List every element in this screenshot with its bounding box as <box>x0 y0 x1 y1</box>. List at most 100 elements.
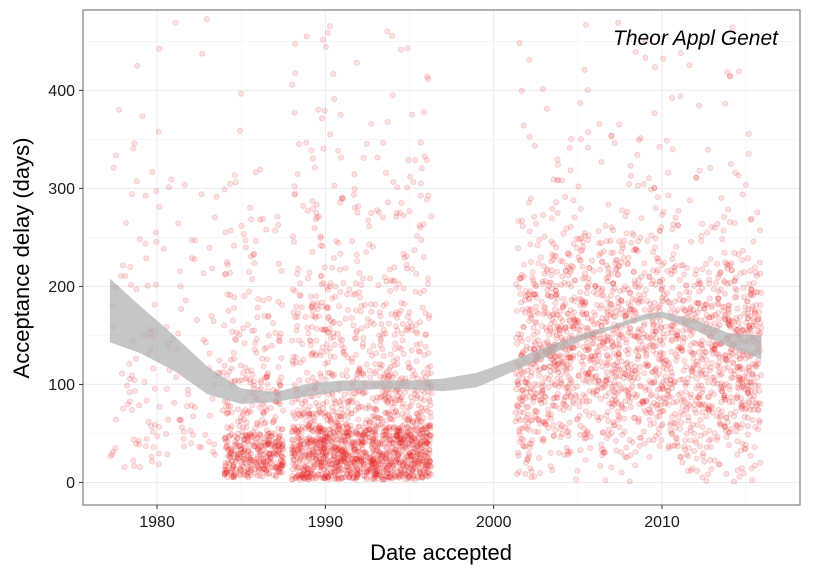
data-point <box>715 407 722 414</box>
data-point <box>604 435 611 442</box>
data-point <box>280 446 287 453</box>
data-point <box>555 449 562 456</box>
data-point <box>385 320 392 327</box>
data-point <box>382 330 389 337</box>
data-point <box>300 466 307 473</box>
data-point <box>247 432 254 439</box>
data-point <box>322 430 329 437</box>
data-point <box>318 458 325 465</box>
data-point <box>422 332 429 339</box>
data-point <box>633 393 640 400</box>
data-point <box>398 346 405 353</box>
data-point <box>251 443 258 450</box>
data-point <box>420 109 427 116</box>
data-point <box>721 316 728 323</box>
data-point <box>181 443 188 450</box>
data-point <box>691 448 698 455</box>
data-point <box>133 440 140 447</box>
data-point <box>329 439 336 446</box>
data-point <box>621 415 628 422</box>
data-point <box>665 169 672 176</box>
data-point <box>646 453 653 460</box>
data-point <box>656 442 663 449</box>
data-point <box>255 458 262 465</box>
data-point <box>316 213 323 220</box>
data-point <box>675 414 682 421</box>
data-point <box>329 438 336 445</box>
data-point <box>309 302 316 309</box>
data-point <box>325 304 332 311</box>
data-point <box>553 244 560 251</box>
data-point <box>754 374 761 381</box>
data-point <box>350 322 357 329</box>
data-point <box>293 327 300 334</box>
data-point <box>598 292 605 299</box>
x-tick-label: 2000 <box>476 514 512 531</box>
data-point <box>714 260 721 267</box>
data-point <box>351 171 358 178</box>
data-point <box>241 447 248 454</box>
data-point <box>408 437 415 444</box>
data-point <box>545 411 552 418</box>
data-point <box>230 474 237 481</box>
data-point <box>136 402 143 409</box>
data-point <box>608 132 615 139</box>
data-point <box>242 237 249 244</box>
data-point <box>273 451 280 458</box>
data-point <box>729 374 736 381</box>
data-point <box>275 425 282 432</box>
data-point <box>331 429 338 436</box>
data-point <box>417 139 424 146</box>
data-point <box>325 458 332 465</box>
data-point <box>672 424 679 431</box>
data-point <box>537 254 544 261</box>
data-point <box>237 418 244 425</box>
data-point <box>752 424 759 431</box>
data-point <box>513 308 520 315</box>
data-point <box>677 276 684 283</box>
data-point <box>344 463 351 470</box>
data-point <box>670 323 677 330</box>
data-point <box>355 438 362 445</box>
data-point <box>693 455 700 462</box>
data-point <box>334 472 341 479</box>
data-point <box>270 320 277 327</box>
data-point <box>658 286 665 293</box>
data-point <box>289 476 296 483</box>
data-point <box>328 469 335 476</box>
data-point <box>683 282 690 289</box>
data-point <box>244 466 251 473</box>
data-point <box>317 428 324 435</box>
data-point <box>263 226 270 233</box>
data-point <box>153 238 160 245</box>
data-point <box>533 303 540 310</box>
data-point <box>739 247 746 254</box>
data-point <box>230 242 237 249</box>
data-point <box>156 450 163 457</box>
data-point <box>515 381 522 388</box>
data-point <box>642 387 649 394</box>
data-point <box>703 261 710 268</box>
data-point <box>737 425 744 432</box>
data-point <box>353 474 360 481</box>
data-point <box>255 445 262 452</box>
data-point <box>747 216 754 223</box>
data-point <box>384 118 391 125</box>
data-point <box>698 372 705 379</box>
data-point <box>237 127 244 134</box>
data-point <box>713 279 720 286</box>
data-point <box>634 375 641 382</box>
data-point <box>242 459 249 466</box>
data-point <box>618 469 625 476</box>
data-point <box>272 439 279 446</box>
data-point <box>130 436 137 443</box>
data-point <box>326 435 333 442</box>
data-point <box>200 270 207 277</box>
data-point <box>236 423 243 430</box>
data-point <box>403 416 410 423</box>
data-point <box>656 227 663 234</box>
data-point <box>706 295 713 302</box>
data-point <box>592 365 599 372</box>
data-point <box>231 471 238 478</box>
data-point <box>721 213 728 220</box>
